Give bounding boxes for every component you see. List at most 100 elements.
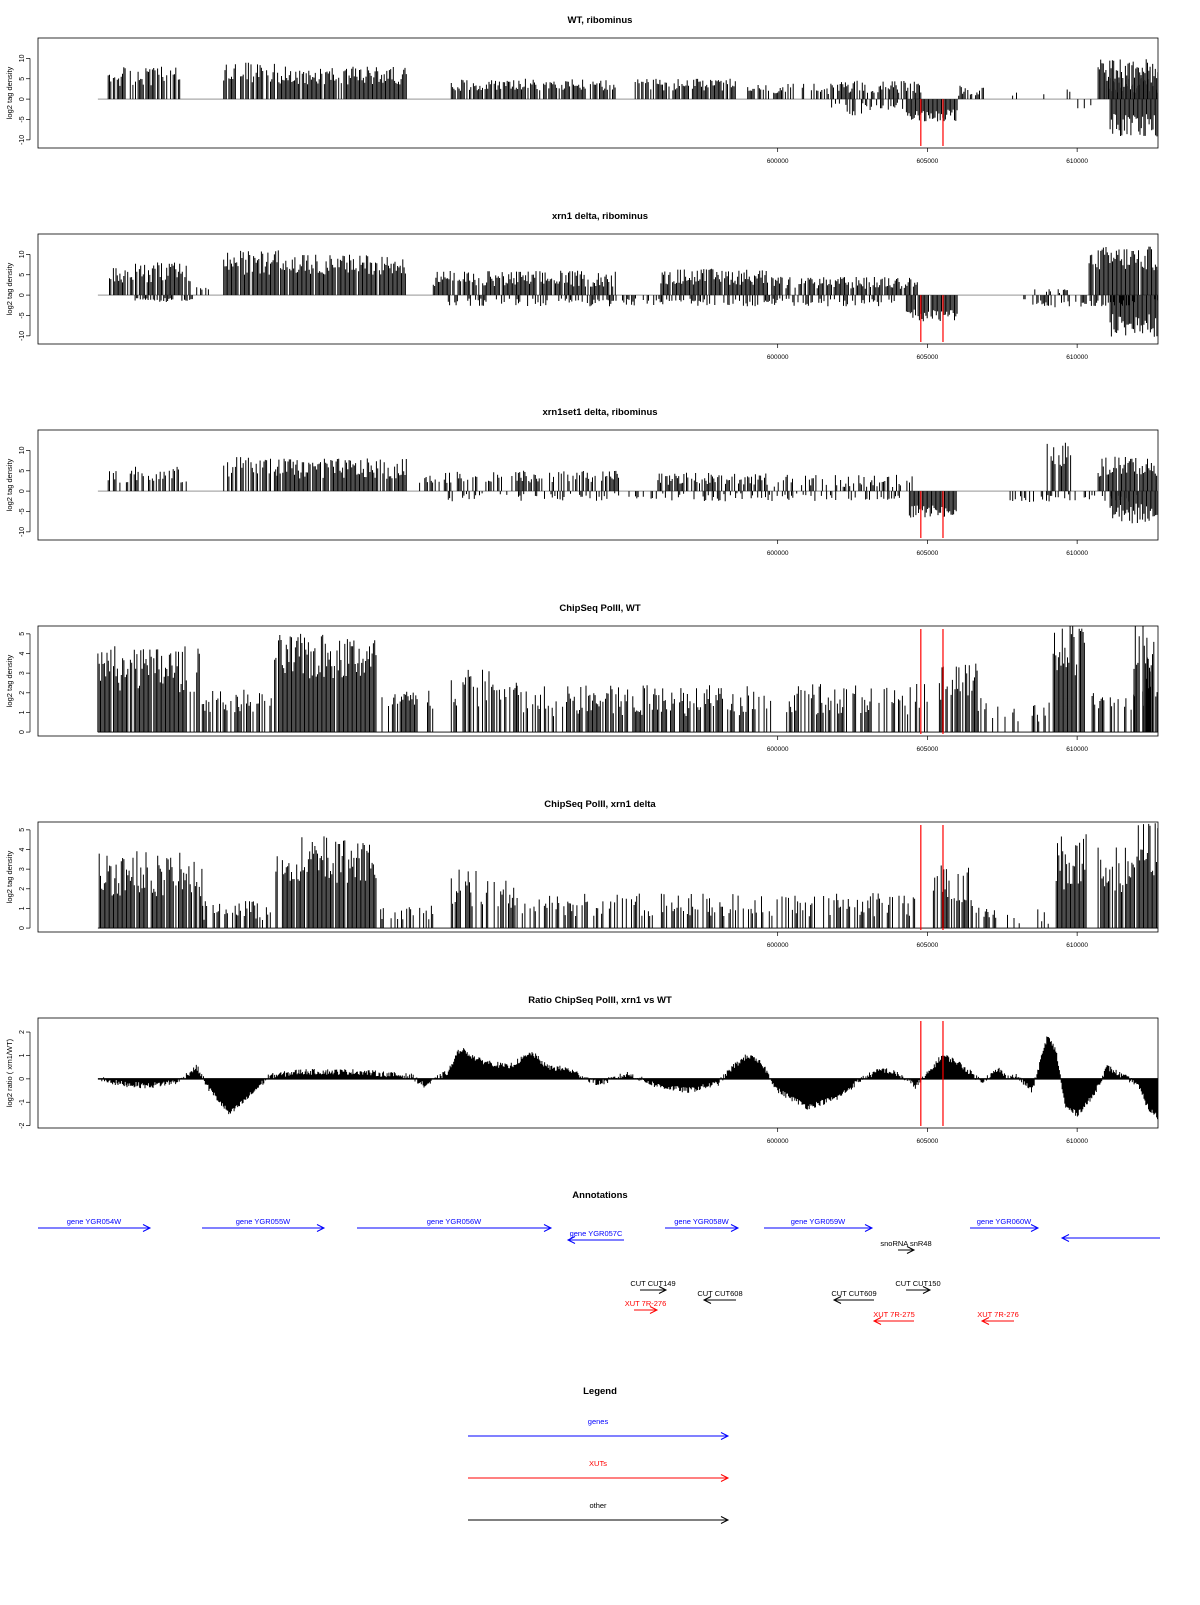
- annotation-feature: XUT 7R-275: [873, 1310, 915, 1325]
- x-tick-label: 610000: [1066, 158, 1088, 165]
- chart-title: ChipSeq PolII, WT: [559, 603, 640, 614]
- chipseq-bars: [98, 619, 1162, 733]
- y-tick-label: 2: [19, 887, 26, 891]
- y-axis-label: log2 ratio ( xrn1/WT): [5, 1038, 14, 1107]
- series-minus-strand: [832, 99, 1157, 136]
- y-tick-label: -5: [19, 312, 26, 318]
- chart-title: WT, ribominus: [568, 15, 633, 26]
- annotation-label: gene YGR054W: [67, 1217, 122, 1226]
- y-tick-label: 3: [19, 867, 26, 871]
- legend-item-label: genes: [588, 1417, 609, 1426]
- y-tick-label: 10: [19, 250, 26, 258]
- y-tick-label: -10: [19, 331, 26, 341]
- x-tick-label: 610000: [1066, 354, 1088, 361]
- y-tick-label: 5: [19, 828, 26, 832]
- annotation-label: gene YGR058W: [674, 1217, 729, 1226]
- annotation-feature: CUT CUT149: [630, 1279, 675, 1294]
- y-tick-label: 5: [19, 273, 26, 277]
- y-axis-label: log2 tag density: [5, 66, 14, 119]
- annotation-label: gene YGR057C: [570, 1229, 623, 1238]
- x-tick-label: 610000: [1066, 942, 1088, 949]
- y-tick-label: -2: [19, 1122, 26, 1128]
- x-tick-label: 600000: [767, 354, 789, 361]
- chart-title: ChipSeq PolII, xrn1 delta: [544, 799, 656, 810]
- legend-title: Legend: [583, 1386, 617, 1397]
- x-tick-label: 605000: [917, 158, 939, 165]
- y-tick-label: 1: [19, 906, 26, 910]
- x-tick-label: 600000: [767, 746, 789, 753]
- annotation-label: CUT CUT150: [895, 1279, 940, 1288]
- series-plus-strand: [110, 232, 1200, 295]
- legend-item-label: XUTs: [589, 1459, 607, 1468]
- y-tick-label: 2: [19, 1030, 26, 1034]
- annotation-label: gene YGR055W: [236, 1217, 291, 1226]
- series-plus-strand: [108, 39, 1200, 99]
- chart-panel-1: WT, ribominus -10 -5 0 5 10 log2 tag density 60…: [5, 15, 1200, 165]
- x-axis: 600000 605000 610000: [767, 932, 1089, 949]
- x-tick-label: 605000: [917, 746, 939, 753]
- y-tick-label: 10: [19, 446, 26, 454]
- y-tick-label: 1: [19, 1053, 26, 1057]
- data-series: [98, 1024, 1200, 1129]
- annotation-feature: gene YGR058W: [665, 1217, 738, 1232]
- y-tick-label: -5: [19, 508, 26, 514]
- y-tick-label: 4: [19, 651, 26, 655]
- chart-panel-6: Ratio ChipSeq PolII, xrn1 vs WT-2-1012lo…: [5, 995, 1200, 1145]
- series-minus-strand: [135, 295, 1188, 337]
- x-tick-label: 600000: [767, 158, 789, 165]
- y-tick-label: -5: [19, 116, 26, 122]
- plot-frame: [38, 1018, 1158, 1128]
- legend-panel: Legend genes XUTs other: [468, 1386, 728, 1524]
- annotation-label: CUT CUT609: [831, 1289, 876, 1298]
- x-tick-label: 600000: [767, 942, 789, 949]
- y-axis-label: log2 tag density: [5, 262, 14, 315]
- y-tick-label: 0: [19, 926, 26, 930]
- data-series: [98, 232, 1200, 337]
- y-axis-label: log2 tag density: [5, 458, 14, 511]
- annotation-feature: gene YGR056W: [357, 1217, 551, 1232]
- annotations-title: Annotations: [572, 1190, 627, 1201]
- y-tick-label: 0: [19, 489, 26, 493]
- y-axis-label: log2 tag density: [5, 850, 14, 903]
- annotation-label: gene YGR059W: [791, 1217, 846, 1226]
- y-tick-label: 10: [19, 54, 26, 62]
- y-tick-label: -10: [19, 135, 26, 145]
- x-tick-label: 605000: [917, 354, 939, 361]
- y-tick-label: 5: [19, 632, 26, 636]
- plot-frame: [38, 430, 1158, 540]
- y-tick-label: -1: [19, 1099, 26, 1105]
- annotation-feature: gene YGR059W: [764, 1217, 872, 1232]
- annotation-label: XUT 7R-276: [625, 1299, 667, 1308]
- annotation-feature: CUT CUT608: [697, 1289, 742, 1304]
- y-tick-label: 5: [19, 77, 26, 81]
- annotation-label: gene YGR056W: [427, 1217, 482, 1226]
- annotation-feature: snoRNA snR48: [880, 1239, 931, 1254]
- annotation-label: CUT CUT149: [630, 1279, 675, 1288]
- legend-item-label: other: [589, 1501, 607, 1510]
- annotation-feature: gene YGR054W: [38, 1217, 150, 1232]
- x-tick-label: 610000: [1066, 1138, 1088, 1145]
- series-plus-strand: [108, 443, 1169, 491]
- chipseq-bars: [99, 823, 1166, 928]
- legend-item-gene: genes: [468, 1417, 728, 1440]
- data-series: [98, 443, 1170, 524]
- annotation-feature: XUT 7R-276: [625, 1299, 667, 1314]
- y-tick-label: 0: [19, 97, 26, 101]
- annotations-panel: Annotations gene YGR054W gene YGR055W gene …: [38, 1190, 1160, 1325]
- y-axis: -10 -5 0 5 10 log2 tag density: [5, 54, 30, 145]
- x-tick-label: 605000: [917, 942, 939, 949]
- x-tick-label: 600000: [767, 550, 789, 557]
- annotation-feature: CUT CUT609: [831, 1289, 876, 1304]
- series-minus-strand: [448, 491, 1157, 523]
- y-tick-label: 5: [19, 469, 26, 473]
- y-tick-label: 0: [19, 293, 26, 297]
- y-axis-label: log2 tag density: [5, 654, 14, 707]
